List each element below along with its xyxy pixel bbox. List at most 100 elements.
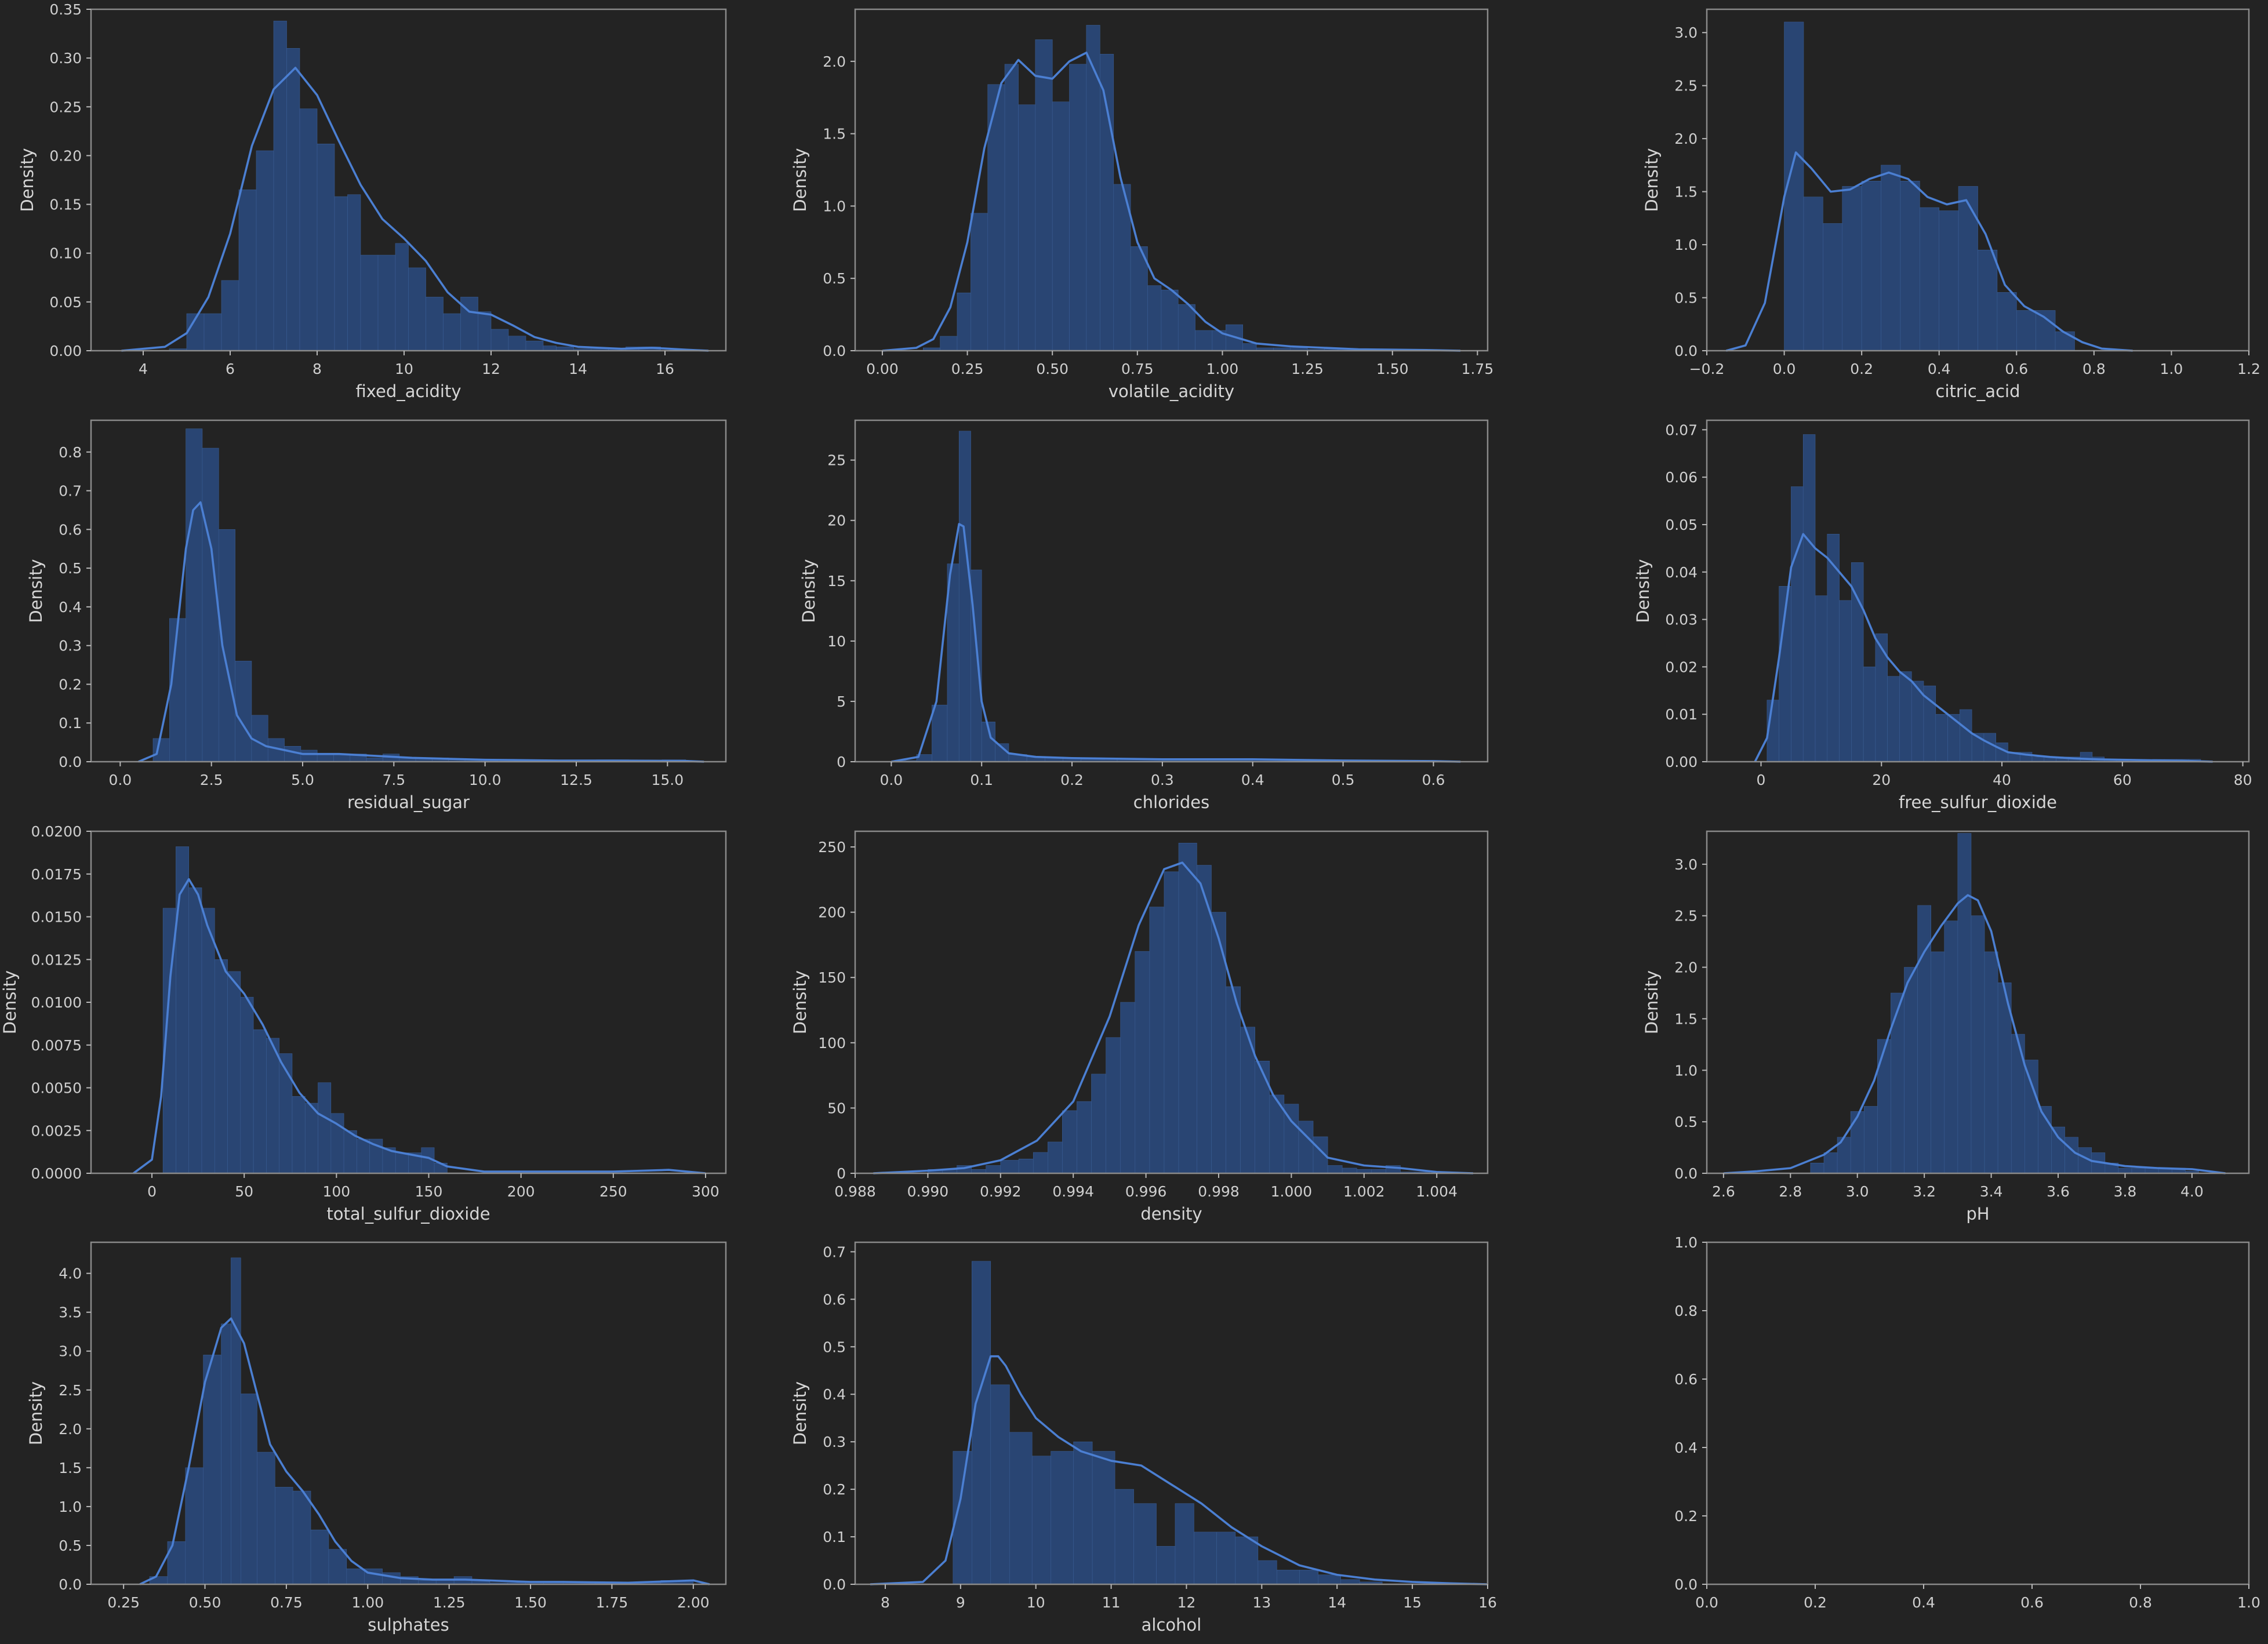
histogram-bar [257,1452,275,1585]
histogram-bar [1255,1061,1270,1174]
y-axis-ticks: 0.00 0.05 0.10 0.15 0.20 0.25 0.30 0.35 [49,1,91,359]
subplot-2: 0.00 0.25 0.50 0.75 1.00 1.25 1.50 1.75 0.0 0.5 1.… [790,8,1493,401]
x-tick-label: 0.50 [189,1594,221,1611]
y-tick-label: 0.0 [1674,343,1698,359]
histogram-bar [300,750,318,762]
histogram-bar [1810,1162,1824,1174]
histogram-bar [543,345,557,351]
x-tick-label: −0.2 [1689,361,1725,377]
x-tick-label: 0.4 [1241,772,1264,788]
x-tick-label: 10.0 [469,772,501,788]
x-tick-label: 0.4 [1912,1594,1935,1611]
histogram-bar [490,329,509,351]
subplot-12: 0.0 0.2 0.4 0.6 0.8 1.0 0.0 0.2 0.4 0.6 0.8 1.0 [1674,1234,2260,1611]
y-tick-label: 0.2 [823,1481,846,1498]
y-tick-label: 1.0 [1674,1234,1698,1251]
histogram-bar [1299,1570,1319,1585]
y-tick-label: 0.35 [49,1,82,18]
x-tick-label: 0.8 [2129,1594,2152,1611]
histogram-bar [1242,343,1257,351]
x-tick-label: 14 [569,361,587,377]
y-tick-label: 0.00 [1665,754,1698,770]
histogram-bar [958,431,971,762]
axes-frame [854,830,1489,1174]
x-tick-label: 0 [147,1183,157,1200]
subplot-8: 0.988 0.990 0.992 0.994 0.996 0.998 1.000 1.002… [790,830,1489,1224]
histogram-bar [1156,1546,1176,1585]
x-tick-label: 20 [1872,772,1891,788]
x-tick-label: 80 [2234,772,2252,788]
histogram-bar [1092,1451,1115,1585]
y-tick-label: 0.7 [59,483,82,500]
y-tick-label: 4.0 [59,1265,82,1282]
histogram-bar [1863,1106,1878,1174]
histogram-bar [1891,992,1904,1174]
y-tick-label: 0.0 [59,754,82,770]
kde-curve [873,861,1473,1174]
y-axis-ticks: 0.0 0.5 1.0 1.5 2.0 2.5 3.0 3.5 4.0 [59,1265,91,1593]
x-tick-label: 3.4 [1980,1183,2003,1200]
histogram-bar [1077,1101,1092,1174]
x-tick-label: 8 [881,1594,890,1611]
histogram-bar [176,846,190,1174]
y-tick-label: 0.25 [49,99,82,115]
histogram-bar [347,194,361,351]
histogram-bar [1100,54,1114,351]
histogram-bar [1939,210,1959,351]
y-tick-label: 50 [827,1100,846,1116]
y-axis-label: Density [1633,559,1653,623]
y-axis-ticks: 0.0 0.5 1.0 1.5 2.0 [823,53,855,359]
x-tick-label: 1.00 [351,1594,384,1611]
histogram-bars [1767,434,2201,762]
histogram-bar [1048,1141,1063,1174]
y-tick-label: 0.5 [59,560,82,577]
histogram-bars [900,431,1443,762]
histogram-bar [221,280,239,351]
histogram-bar [2051,1126,2065,1174]
histogram-bar [1850,1111,1864,1174]
x-axis-ticks: 0 50 100 150 200 250 300 [147,1173,719,1200]
histogram-bar [1803,197,1823,351]
y-tick-label: 3.0 [1674,856,1698,873]
histogram-bar [334,196,348,351]
histogram-bar [1211,912,1226,1174]
histogram-bar [214,959,228,1174]
x-tick-label: 8 [312,361,322,377]
x-tick-label: 0.0 [1695,1594,1718,1611]
histogram-bar [443,313,461,351]
histogram-bar [2080,752,2093,762]
histogram-bar [377,254,396,351]
histogram-bars [1810,833,2199,1174]
axes-frame [854,419,1489,763]
histogram-bar [218,529,235,762]
x-tick-label: 0.0 [108,772,132,788]
y-tick-label: 0.0075 [31,1037,82,1054]
axes-frame [90,1241,727,1585]
y-tick-label: 0 [837,1165,846,1182]
x-tick-label: 0.3 [1151,772,1174,788]
histogram-bar [346,1568,365,1585]
histogram-bar [1018,104,1036,351]
histogram-bar [957,292,971,351]
histogram-bar [395,243,409,351]
x-tick-label: 0.988 [834,1183,876,1200]
histogram-bar [1863,667,1876,762]
y-tick-label: 2.5 [1674,78,1698,94]
x-tick-label: 0.998 [1198,1183,1240,1200]
y-axis-label: Density [799,559,819,623]
y-axis-ticks: 0.0 0.1 0.2 0.3 0.4 0.5 0.6 0.7 [823,1243,855,1593]
y-tick-label: 0.0125 [31,951,82,968]
x-tick-label: 0.75 [1121,361,1154,377]
y-axis-ticks: 0.0 0.5 1.0 1.5 2.0 2.5 3.0 [1674,856,1707,1182]
histogram-bar [1091,1074,1106,1174]
histogram-bar [1052,101,1070,351]
histogram-bars [169,20,661,351]
x-tick-label: 0.6 [2020,1594,2044,1611]
x-tick-label: 5.0 [291,772,314,788]
x-axis-label: volatile_acidity [1108,381,1234,401]
histogram-bar [188,888,202,1174]
histogram-bar [1147,285,1162,351]
x-tick-label: 4 [139,361,148,377]
y-axis-label: Density [0,970,20,1034]
y-axis-label: Density [790,970,810,1034]
